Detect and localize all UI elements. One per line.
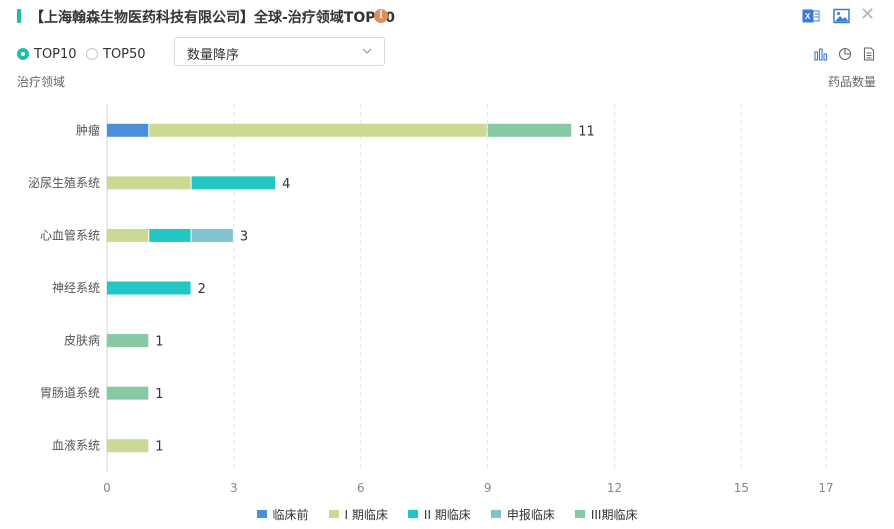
y-axis-title: 治疗领域 [17,75,66,89]
legend-swatch [490,510,501,518]
bar-total-label: 2 [198,282,206,297]
category-label: 神经系统 [52,281,100,295]
legend-item[interactable]: 临床前 [256,506,309,523]
legend-item[interactable]: II 期临床 [407,506,471,523]
sort-select[interactable]: 数量降序 [174,37,385,66]
x-tick-label: 0 [103,481,111,495]
x-tick-label: 12 [607,481,622,495]
legend-swatch [407,510,418,518]
legend-item[interactable]: III期临床 [574,506,638,523]
bar-total-label: 1 [155,387,163,402]
info-icon[interactable]: i [374,9,388,23]
bar-segment [107,123,149,137]
chart-legend: 临床前 I 期临床 II 期临床 申报临床 III期临床 [0,505,894,523]
legend-swatch [256,510,267,518]
category-label: 心血管系统 [40,227,100,242]
bar-total-label: 1 [155,335,163,350]
category-label: 泌尿生殖系统 [28,175,100,190]
bar-chart-icon[interactable] [814,46,828,61]
bar-segment [487,123,572,137]
legend-label: 申报临床 [506,507,555,522]
svg-text:X: X [805,12,811,21]
radio-top10-indicator [17,48,29,60]
legend-swatch [328,510,339,518]
bar-segment [107,281,191,295]
bar-total-label: 3 [240,229,248,244]
chart-header: 【上海翰森生物医药科技有限公司】全球-治疗领域TOP10 i X ✕ [0,0,894,32]
radio-top50-indicator [86,48,98,60]
document-icon[interactable] [862,46,876,61]
x-tick-label: 3 [230,481,238,495]
legend-item[interactable]: I 期临床 [328,506,388,523]
bar-segment [149,228,191,242]
pie-chart-icon[interactable] [838,46,852,61]
bar-segment [191,176,276,190]
bar-segment [107,334,149,348]
bar-total-label: 4 [282,177,290,192]
chart-title: 【上海翰森生物医药科技有限公司】全球-治疗领域TOP10 [30,10,396,26]
bar-segment [149,123,487,137]
bar-total-label: 11 [578,124,595,139]
legend-label: I 期临床 [344,507,388,522]
radio-top50[interactable]: TOP50 [86,45,146,63]
category-label: 血液系统 [52,438,100,453]
x-tick-label: 17 [818,481,833,495]
bar-segment [107,176,191,190]
sort-select-value: 数量降序 [187,48,240,63]
excel-export-icon[interactable]: X [802,8,820,24]
category-label: 皮肤病 [64,333,100,348]
legend-label: III期临床 [590,507,638,522]
image-export-icon[interactable] [833,8,851,24]
bar-total-label: 1 [155,440,163,455]
x-tick-label: 6 [357,481,365,495]
close-icon[interactable]: ✕ [860,4,876,25]
chevron-down-icon [362,48,372,54]
bar-segment [191,228,233,242]
radio-top10[interactable]: TOP10 [17,45,77,63]
legend-label: 临床前 [272,507,309,522]
radio-top50-label: TOP50 [103,46,146,62]
category-label: 胃肠道系统 [40,386,100,400]
x-tick-label: 9 [484,481,492,495]
bar-segment [107,439,149,453]
radio-top10-label: TOP10 [34,46,77,62]
legend-swatch [574,510,585,518]
bar-segment [107,386,149,400]
category-label: 肿瘤 [76,122,100,137]
x-tick-label: 15 [734,481,749,495]
title-accent-bar [17,9,21,23]
legend-item[interactable]: 申报临床 [490,506,555,523]
legend-label: II 期临床 [423,507,471,522]
bar-segment [107,228,149,242]
x-axis-title: 药品数量 [827,75,876,89]
